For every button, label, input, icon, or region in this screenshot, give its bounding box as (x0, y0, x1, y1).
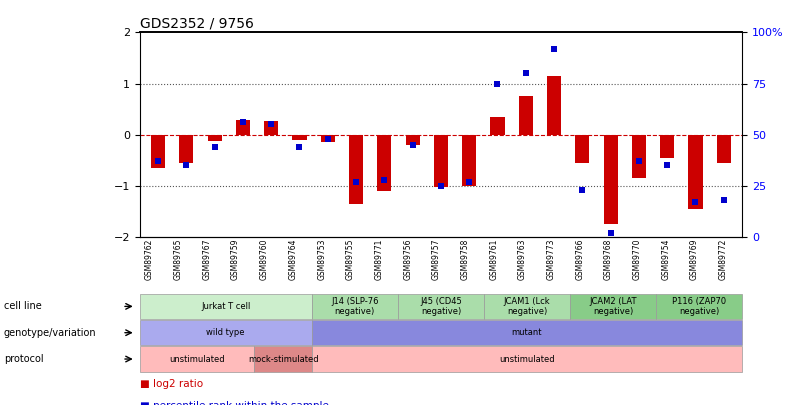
Bar (151, 134, 165, 168)
Text: GSM89771: GSM89771 (374, 239, 384, 280)
Text: GSM89762: GSM89762 (145, 239, 154, 280)
Text: mutant: mutant (512, 328, 542, 337)
Text: J45 (CD45
negative): J45 (CD45 negative) (420, 297, 462, 316)
Bar (660, 134, 674, 158)
Text: GDS2352 / 9756: GDS2352 / 9756 (140, 16, 254, 30)
Text: GSM89754: GSM89754 (662, 239, 670, 280)
Text: protocol: protocol (4, 354, 44, 364)
Bar (547, 76, 561, 134)
Text: P116 (ZAP70
negative): P116 (ZAP70 negative) (672, 297, 726, 316)
Text: GSM89772: GSM89772 (719, 239, 728, 280)
Bar (292, 134, 306, 140)
Text: genotype/variation: genotype/variation (4, 328, 97, 338)
Text: GSM89766: GSM89766 (575, 239, 584, 280)
Text: GSM89763: GSM89763 (518, 239, 527, 280)
Text: GSM89765: GSM89765 (174, 239, 183, 280)
Bar (462, 134, 476, 186)
Text: GSM89753: GSM89753 (317, 239, 326, 280)
Bar (603, 134, 618, 224)
Bar (575, 134, 590, 163)
Bar (349, 134, 363, 204)
Bar (405, 134, 420, 145)
Text: GSM89758: GSM89758 (460, 239, 469, 280)
Text: JCAM1 (Lck
negative): JCAM1 (Lck negative) (504, 297, 551, 316)
Text: GSM89767: GSM89767 (203, 239, 211, 280)
Bar (689, 134, 702, 209)
Text: mock-stimulated: mock-stimulated (248, 354, 318, 364)
Text: Jurkat T cell: Jurkat T cell (201, 302, 251, 311)
Bar (207, 134, 222, 141)
Bar (264, 121, 279, 134)
Bar (519, 96, 533, 134)
Text: GSM89755: GSM89755 (346, 239, 355, 280)
Text: unstimulated: unstimulated (500, 354, 555, 364)
Text: J14 (SLP-76
negative): J14 (SLP-76 negative) (331, 297, 378, 316)
Text: GSM89756: GSM89756 (403, 239, 413, 280)
Bar (632, 134, 646, 178)
Text: JCAM2 (LAT
negative): JCAM2 (LAT negative) (589, 297, 637, 316)
Bar (491, 117, 504, 134)
Text: GSM89769: GSM89769 (690, 239, 699, 280)
Bar (321, 134, 335, 142)
Text: unstimulated: unstimulated (169, 354, 225, 364)
Bar (717, 134, 731, 163)
Text: GSM89757: GSM89757 (432, 239, 440, 280)
Bar (236, 120, 250, 134)
Bar (377, 134, 391, 191)
Text: GSM89764: GSM89764 (288, 239, 298, 280)
Text: ■ log2 ratio: ■ log2 ratio (140, 379, 203, 389)
Text: ■ percentile rank within the sample: ■ percentile rank within the sample (140, 401, 329, 405)
Text: GSM89759: GSM89759 (231, 239, 240, 280)
Bar (180, 134, 193, 163)
Text: GSM89761: GSM89761 (489, 239, 498, 280)
Text: wild type: wild type (207, 328, 245, 337)
Text: GSM89770: GSM89770 (633, 239, 642, 280)
Text: GSM89760: GSM89760 (260, 239, 269, 280)
Text: GSM89773: GSM89773 (547, 239, 555, 280)
Bar (434, 134, 448, 188)
Text: cell line: cell line (4, 301, 41, 311)
Text: GSM89768: GSM89768 (604, 239, 613, 280)
